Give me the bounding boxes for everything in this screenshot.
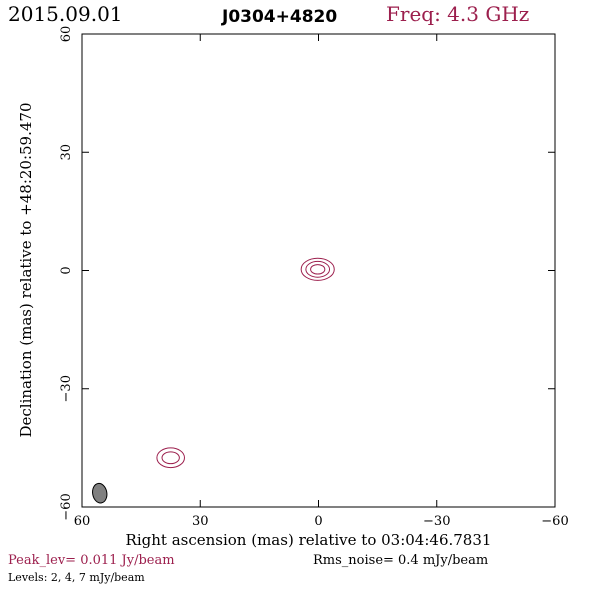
frequency-label: Freq: 4.3 GHz bbox=[386, 2, 530, 26]
y-tick-label: 0 bbox=[59, 266, 74, 274]
rms-noise: Rms_noise= 0.4 mJy/beam bbox=[313, 553, 489, 568]
y-tick-label: −30 bbox=[59, 375, 74, 402]
y-tick-label: 60 bbox=[59, 26, 74, 43]
peak-level: Peak_lev= 0.011 Jy/beam bbox=[8, 553, 175, 568]
beam-ellipse bbox=[92, 482, 108, 504]
plot-frame bbox=[81, 33, 556, 508]
contour-ring bbox=[305, 260, 331, 278]
observation-date: 2015.09.01 bbox=[8, 2, 123, 26]
x-tick-label: −30 bbox=[423, 514, 450, 529]
source-name: J0304+4820 bbox=[222, 7, 338, 27]
x-tick-label: 60 bbox=[74, 514, 91, 529]
contour-ring bbox=[300, 257, 335, 281]
x-tick-label: −60 bbox=[541, 514, 568, 529]
contour-ring bbox=[161, 451, 180, 465]
y-tick-label: −60 bbox=[59, 493, 74, 520]
contour-ring bbox=[310, 264, 326, 275]
x-tick-label: 0 bbox=[314, 514, 322, 529]
contour-ring bbox=[156, 447, 185, 469]
y-axis-label: Declination (mas) relative to +48:20:59.… bbox=[17, 102, 35, 438]
contour-levels: Levels: 2, 4, 7 mJy/beam bbox=[8, 571, 145, 584]
x-axis-label: Right ascension (mas) relative to 03:04:… bbox=[126, 531, 492, 549]
y-tick-label: 30 bbox=[59, 144, 74, 161]
x-tick-label: 30 bbox=[192, 514, 209, 529]
